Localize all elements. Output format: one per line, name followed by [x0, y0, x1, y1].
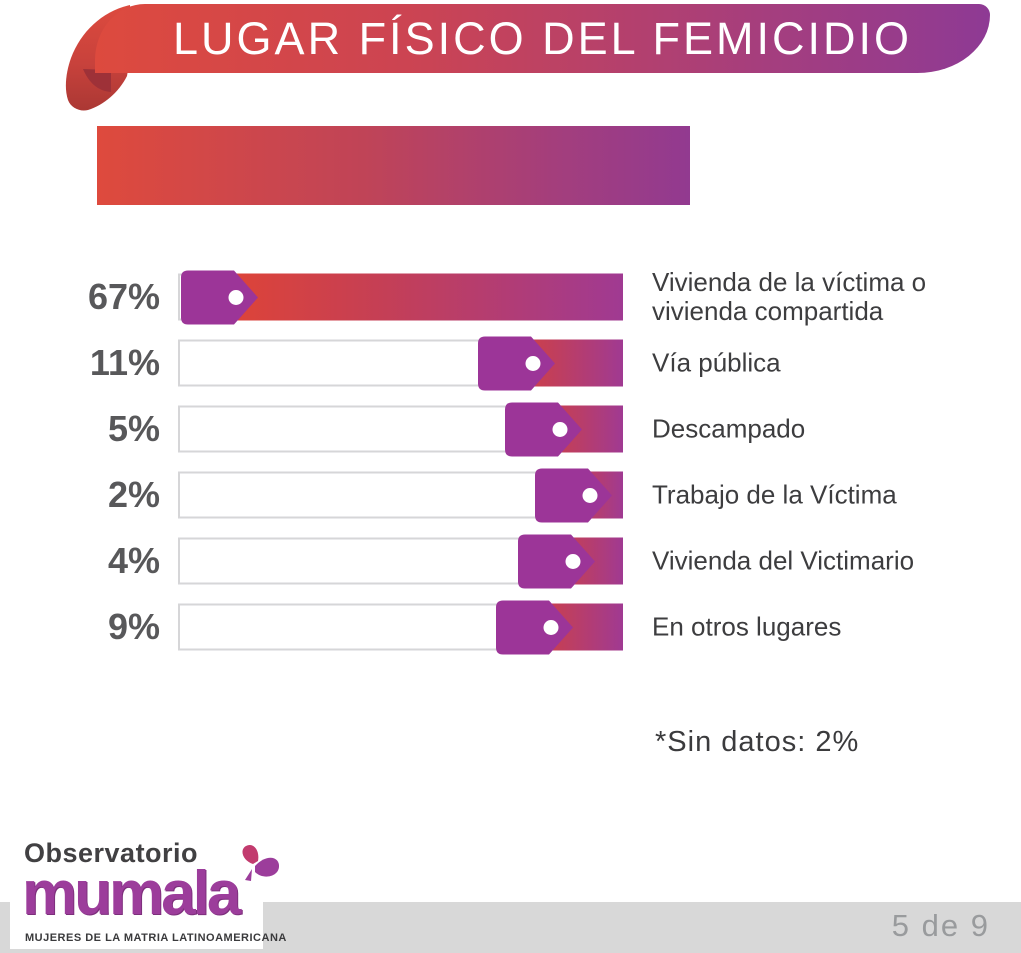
footnote: *Sin datos: 2% — [655, 726, 860, 758]
tag-icon — [181, 270, 258, 325]
bar-row: 5% Descampado — [0, 396, 1021, 462]
category-label: Descampado — [652, 413, 806, 444]
bar-row: 67% Vivienda de la víctima o vivienda co… — [0, 264, 1021, 330]
mumala-logo: Observatorio mumala MUJERES DE LA MATRIA… — [22, 838, 286, 950]
bar-track — [178, 402, 623, 457]
value-label: 5% — [107, 408, 160, 449]
decorative-gradient-bar — [97, 126, 690, 205]
category-label: Vivienda de la víctima o vivienda compar… — [652, 267, 927, 326]
bar-track — [178, 336, 623, 391]
logo-tagline: MUJERES DE LA MATRIA LATINOAMERICANA — [25, 932, 287, 944]
butterfly-icon — [242, 844, 280, 881]
bar-row: 4% Vivienda del Victimario — [0, 528, 1021, 594]
chart-rows: 67% Vivienda de la víctima o vivienda co… — [0, 264, 1021, 660]
tag-icon — [478, 336, 555, 391]
value-label: 2% — [107, 474, 160, 515]
title-ribbon: LUGAR FÍSICO DEL FEMICIDIO — [95, 4, 990, 73]
category-label: Trabajo de la Víctima — [652, 479, 897, 510]
value-label: 67% — [87, 276, 160, 317]
bar-track — [178, 270, 623, 325]
bar-track — [178, 534, 623, 589]
bar-track — [178, 600, 623, 655]
logo-background — [10, 902, 263, 949]
value-label: 11% — [89, 342, 160, 383]
bar-row: 9% En otros lugares — [0, 594, 1021, 660]
tag-icon — [535, 468, 612, 523]
value-label: 9% — [107, 606, 160, 647]
tag-icon — [518, 534, 595, 589]
bar-row: 2% Trabajo de la Víctima — [0, 462, 1021, 528]
logo-observatorio-text: Observatorio — [24, 838, 199, 868]
page-indicator: 5 de 9 — [891, 908, 990, 943]
logo-mumala-text: mumala — [22, 859, 241, 928]
category-label: Vía pública — [652, 347, 781, 378]
tag-icon — [505, 402, 582, 457]
bar-row: 11% Vía pública — [0, 330, 1021, 396]
value-label: 4% — [107, 540, 160, 581]
category-label: Vivienda del Victimario — [652, 545, 915, 576]
bar-track — [178, 468, 623, 523]
page-title: LUGAR FÍSICO DEL FEMICIDIO — [173, 12, 912, 64]
category-label: En otros lugares — [652, 611, 842, 642]
tag-icon — [496, 600, 573, 655]
